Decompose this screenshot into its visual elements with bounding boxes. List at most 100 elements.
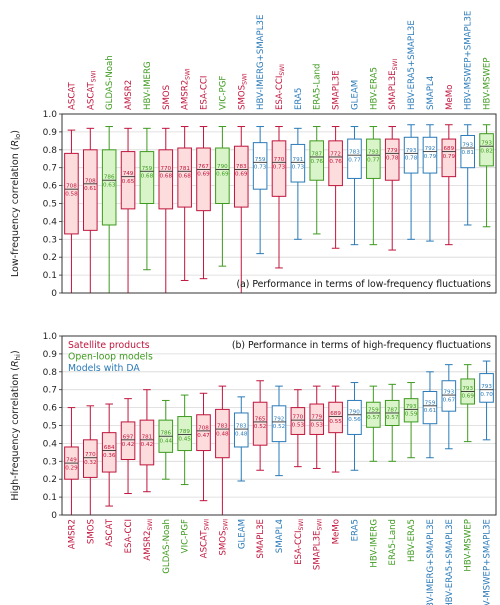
- box-13: 791 0.73 ERA5: [290, 88, 306, 240]
- box-count-label: 759: [425, 400, 436, 406]
- category-label: SMAPL4: [275, 519, 285, 553]
- box-7: 789 0.45 VIC-PGF: [177, 394, 192, 553]
- box-23: 793 0.70 HBV-MSWEP+SMAPL3E: [479, 360, 494, 605]
- legend-entry: Satellite products: [68, 340, 150, 351]
- box-count-label: 783: [236, 424, 247, 430]
- box-count-label: 689: [330, 411, 341, 417]
- box-count-label: 770: [85, 452, 96, 458]
- box-median-label: 0.53: [292, 422, 305, 428]
- category-label: SMAPL3ESWI: [313, 519, 324, 570]
- y-tick-label: 0.6: [43, 404, 58, 414]
- box-iqr: [422, 136, 438, 174]
- box-4: 697 0.42 ESA-CCI: [120, 398, 136, 553]
- box-median-label: 0.77: [367, 157, 380, 163]
- box-median-label: 0.79: [424, 154, 437, 160]
- box-16: 790 0.56 ERA5: [347, 382, 362, 541]
- box-median-label: 0.63: [103, 182, 116, 188]
- box-count-label: 781: [179, 166, 190, 172]
- box-iqr: [479, 133, 494, 167]
- box-count-label: 791: [293, 157, 304, 163]
- y-tick-label: 0.6: [43, 182, 58, 192]
- category-label: GLDAS-Noah: [162, 519, 172, 574]
- box-iqr: [120, 421, 136, 461]
- box-median-label: 0.36: [103, 453, 116, 459]
- box-iqr: [384, 138, 400, 181]
- box-iqr: [347, 138, 362, 179]
- box-iqr: [233, 412, 249, 448]
- box-median-label: 0.32: [84, 460, 96, 466]
- box-count-label: 759: [142, 166, 153, 172]
- box-iqr: [196, 147, 211, 212]
- box-count-label: 765: [255, 416, 266, 422]
- category-label: ESA-CCISWI: [275, 64, 286, 110]
- box-median-label: 0.42: [122, 442, 134, 448]
- panel-a: 0 0.1 0.2 0.3 0.4 0.5 0.6 0.7 0.8 0.9 1.0 Low-frequ…: [10, 11, 497, 299]
- box-iqr: [64, 152, 79, 235]
- box-count-label: 783: [236, 164, 247, 170]
- box-median-label: 0.29: [65, 465, 78, 471]
- category-label: AMSR2SWI: [143, 519, 154, 561]
- box-median-label: 0.42: [141, 442, 153, 448]
- y-tick-label: 0.2: [43, 475, 57, 485]
- category-label: ASCATSWI: [86, 70, 97, 110]
- category-label: SMAPL4: [426, 76, 436, 110]
- box-count-label: 786: [104, 175, 115, 181]
- box-iqr: [347, 399, 362, 435]
- category-label: VIC-PGF: [181, 519, 191, 553]
- box-count-label: 779: [387, 148, 398, 154]
- box-count-label: 793: [443, 390, 454, 396]
- box-count-label: 793: [462, 386, 473, 392]
- box-count-label: 770: [274, 157, 285, 163]
- category-label: ESA-CCISWI: [294, 519, 305, 565]
- box-iqr: [441, 380, 457, 412]
- category-label: SMAPL3E: [256, 519, 266, 559]
- box-12: 770 0.73 ESA-CCISWI: [271, 64, 287, 269]
- category-label: ERA5-Land: [388, 519, 398, 565]
- category-label: AMSR2SWI: [181, 68, 192, 110]
- box-median-label: 0.44: [160, 438, 173, 444]
- box-median-label: 0.68: [141, 173, 154, 179]
- y-tick-label: 0.7: [43, 386, 57, 396]
- y-tick-label: 0.2: [43, 253, 57, 263]
- box-count-label: 759: [255, 157, 266, 163]
- box-median-label: 0.52: [254, 424, 266, 430]
- y-tick-label: 0.7: [43, 164, 57, 174]
- category-label: SMAPL3E: [332, 70, 342, 110]
- box-iqr: [309, 403, 325, 435]
- y-tick-label: 0.9: [43, 128, 58, 138]
- category-label: HBV-IMERG: [143, 61, 153, 110]
- box-count-label: 749: [66, 458, 77, 464]
- category-label: HBV-IMERG: [369, 519, 379, 568]
- category-label: SMAPL3ESWI: [388, 59, 399, 110]
- box-median-label: 0.81: [461, 150, 474, 156]
- box-iqr: [366, 138, 381, 179]
- category-label: ASCAT: [67, 81, 77, 110]
- box-median-label: 0.76: [311, 159, 324, 165]
- box-median-label: 0.68: [178, 173, 191, 179]
- category-label: AMSR2: [67, 519, 77, 549]
- box-9: 790 0.69 VIC-PGF: [215, 76, 230, 267]
- category-label: HBV-IMERG+SMAPL3E: [256, 15, 266, 110]
- box-median-label: 0.48: [216, 431, 229, 437]
- box-count-label: 689: [443, 146, 454, 152]
- y-tick-label: 0.8: [43, 146, 58, 156]
- box-17: 759 0.57 HBV-IMERG: [366, 385, 381, 568]
- category-label: ERA5: [350, 519, 360, 541]
- category-label: GLEAM: [350, 80, 360, 110]
- box-count-label: 793: [481, 384, 492, 390]
- box-median-label: 0.61: [424, 408, 437, 414]
- category-label: ASCATSWI: [200, 519, 211, 559]
- box-median-label: 0.45: [178, 437, 191, 443]
- box-iqr: [101, 432, 117, 473]
- box-10: 783 0.69 SMOSSWI: [233, 73, 249, 294]
- category-label: ERA5: [294, 88, 304, 110]
- box-iqr: [158, 149, 174, 210]
